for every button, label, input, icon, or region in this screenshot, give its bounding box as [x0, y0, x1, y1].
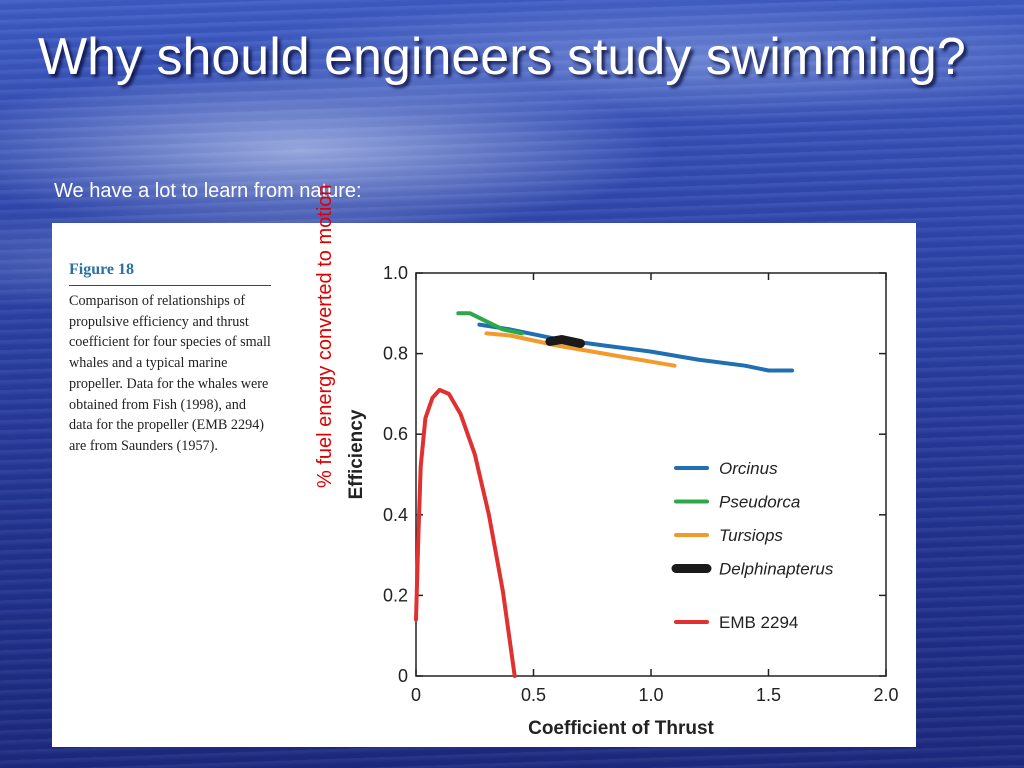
efficiency-chart: 0 0.5 1.0 1.5 2.0 0 0.2 0.4 0.6 0.8 1.0 Coefficient… [346, 263, 899, 739]
y-tick-label: 0.8 [383, 344, 408, 364]
legend-label: Delphinapterus [719, 560, 834, 579]
series-line-orcinus [477, 322, 794, 373]
series-line-tursiops [484, 331, 677, 368]
x-tick-label: 1.5 [756, 685, 781, 705]
y-tick-label: 0.4 [383, 505, 408, 525]
slide-title: Why should engineers study swimming? [38, 28, 966, 86]
figure-caption: Figure 18 Comparison of relationships of… [69, 261, 271, 457]
slide-subtitle: We have a lot to learn from nature: [54, 180, 362, 202]
x-tick-label: 2.0 [873, 685, 898, 705]
series-line-delphinapterus [545, 335, 585, 348]
x-tick-label: 1.0 [638, 685, 663, 705]
y-tick-label: 0.2 [383, 585, 408, 605]
figure-label: Figure 18 [69, 261, 271, 286]
x-tick-label: 0 [411, 685, 421, 705]
y-tick-label: 0.6 [383, 424, 408, 444]
figure-panel: Figure 18 Comparison of relationships of… [52, 223, 916, 747]
y-axis-title: Efficiency [346, 409, 367, 499]
y-tick-label: 0 [398, 666, 408, 686]
legend-label: EMB 2294 [719, 613, 798, 632]
x-axis-title: Coefficient of Thrust [528, 718, 714, 739]
legend-label: Tursiops [719, 526, 783, 545]
series-line-pseudorca [456, 311, 524, 336]
series-line-emb-2294 [414, 387, 517, 678]
figure-caption-text: Comparison of relationships of propulsiv… [69, 293, 271, 454]
x-tick-label: 0.5 [521, 685, 546, 705]
y-tick-label: 1.0 [383, 263, 408, 283]
legend-label: Pseudorca [719, 493, 800, 512]
fuel-energy-annotation: % fuel energy converted to motion [314, 184, 336, 488]
legend-label: Orcinus [719, 459, 778, 478]
